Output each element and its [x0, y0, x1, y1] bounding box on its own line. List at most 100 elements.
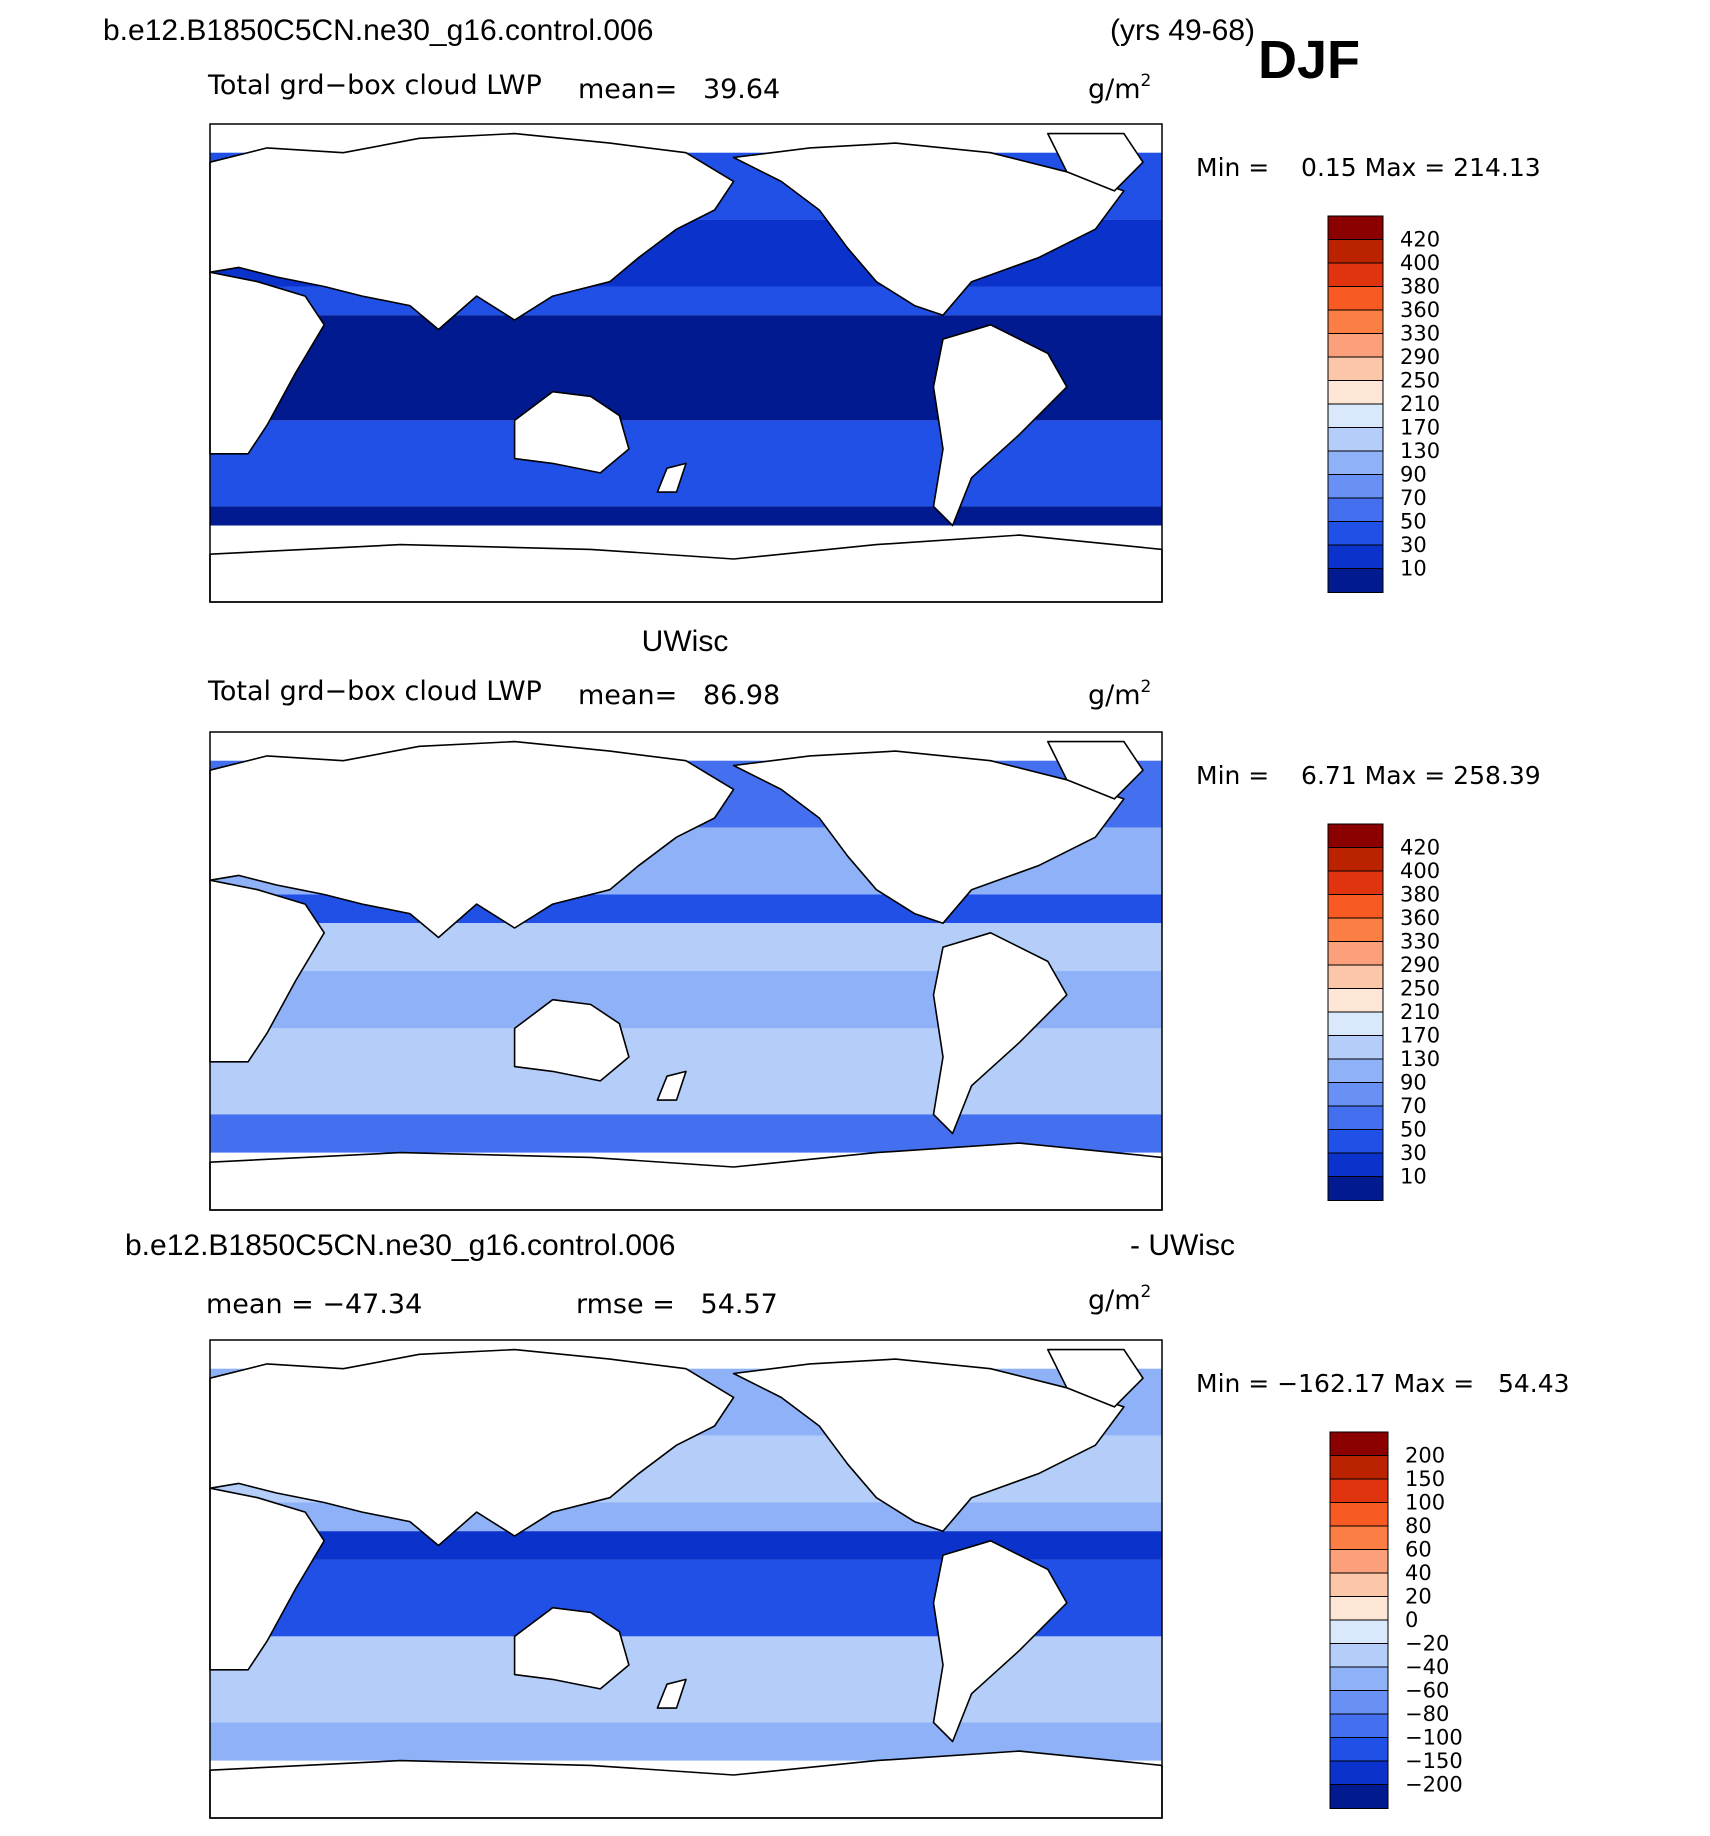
panel2-minmax: Min = 6.71 Max = 258.39 [1196, 761, 1541, 790]
colorbar-tick-label: 250 [1400, 369, 1440, 393]
colorbar-swatch [1327, 544, 1384, 570]
panel2-units: g/m2 [1088, 677, 1151, 711]
colorbar-tick-label: 330 [1400, 930, 1440, 954]
colorbar-tick-label: −80 [1405, 1702, 1449, 1726]
map-frame [209, 123, 1163, 603]
panel3-mean: mean = −47.34 [206, 1289, 422, 1320]
colorbar-swatch [1327, 215, 1384, 241]
colorbar-swatch [1327, 847, 1384, 872]
colorbar-swatch [1327, 427, 1384, 452]
case-name-header: b.e12.B1850C5CN.ne30_g16.control.006 [103, 14, 653, 47]
map-frame [209, 731, 1163, 1211]
season-label: DJF [1258, 30, 1360, 90]
colorbar-tick-label: 80 [1405, 1514, 1432, 1538]
colorbar-tick-label: 10 [1400, 1165, 1427, 1189]
continent-outline [209, 740, 735, 939]
panel3-units: g/m2 [1088, 1282, 1151, 1316]
colorbar-swatch [1327, 1058, 1384, 1084]
colorbar-swatch [1329, 1549, 1389, 1574]
colorbar-tick-label: 130 [1400, 439, 1440, 463]
colorbar-tick-label: 210 [1400, 1000, 1440, 1024]
continent-outline [656, 1070, 687, 1101]
continent-outline [1047, 740, 1144, 800]
map-frame [209, 1339, 1163, 1819]
colorbar-tick-label: 380 [1400, 275, 1440, 299]
colorbar-swatch [1329, 1784, 1389, 1809]
panel2-mean: mean= 86.98 [578, 680, 780, 711]
continent-outline [932, 1540, 1068, 1743]
colorbar-swatch [1327, 964, 1384, 990]
colorbar-tick-label: 50 [1400, 1118, 1427, 1142]
colorbar-tick-label: 90 [1400, 1071, 1427, 1095]
colorbar-swatch [1329, 1478, 1389, 1504]
colorbar-tick-label: 170 [1400, 1024, 1440, 1048]
colorbar-tick-label: −200 [1405, 1773, 1463, 1797]
colorbar-swatch [1327, 870, 1384, 896]
colorbar-tick-label: 0 [1405, 1608, 1418, 1632]
panel1-subtitle: Total grd−box cloud LWP [207, 70, 542, 101]
colorbar-swatch [1329, 1760, 1389, 1786]
colorbar-tick-label: 210 [1400, 392, 1440, 416]
panel3-minmax: Min = −162.17 Max = 54.43 [1196, 1369, 1570, 1398]
colorbar-swatch [1327, 1105, 1384, 1131]
colorbar-tick-label: 360 [1400, 298, 1440, 322]
colorbar-tick-label: −150 [1405, 1749, 1463, 1773]
colorbar-tick-label: −40 [1405, 1655, 1449, 1679]
colorbar-swatch [1327, 568, 1384, 593]
colorbar-swatch [1329, 1666, 1389, 1692]
colorbar-swatch [1327, 356, 1384, 382]
colorbar-swatch [1327, 380, 1384, 405]
colorbar-swatch [1329, 1643, 1389, 1668]
panel3-rmse: rmse = 54.57 [576, 1289, 778, 1320]
continent-outline [656, 462, 687, 493]
colorbar-tick-label: 30 [1400, 1141, 1427, 1165]
colorbar-tick-label: 60 [1405, 1538, 1432, 1562]
continent-outline [732, 750, 1125, 925]
colorbar-swatch [1329, 1525, 1389, 1551]
colorbar-swatch [1327, 988, 1384, 1013]
ocean-band [210, 506, 1162, 526]
colorbar-tick-label: 360 [1400, 906, 1440, 930]
panel3-title-right: - UWisc [1130, 1229, 1235, 1262]
colorbar-swatch [1327, 521, 1384, 546]
panel3-colorbar: 200150100806040200−20−40−60−80−100−150−2… [1329, 1431, 1463, 1809]
colorbar-tick-label: 380 [1400, 883, 1440, 907]
colorbar-tick-label: −100 [1405, 1726, 1463, 1750]
panel1-minmax: Min = 0.15 Max = 214.13 [1196, 153, 1541, 182]
colorbar-swatch [1327, 333, 1384, 358]
colorbar-tick-label: 30 [1400, 533, 1427, 557]
continent-outline [732, 142, 1125, 317]
colorbar-swatch [1327, 917, 1384, 943]
colorbar-tick-label: 150 [1405, 1467, 1445, 1491]
colorbar-tick-label: 400 [1400, 251, 1440, 275]
colorbar-tick-label: 420 [1400, 836, 1440, 860]
colorbar-tick-label: 330 [1400, 322, 1440, 346]
colorbar-swatch [1327, 239, 1384, 264]
continent-outline [1047, 1348, 1144, 1408]
colorbar-swatch [1329, 1690, 1389, 1715]
continent-outline [932, 931, 1068, 1135]
colorbar-swatch [1327, 1129, 1384, 1154]
panel2-title: UWisc [642, 625, 729, 658]
colorbar-tick-label: −20 [1405, 1632, 1449, 1656]
continent-outline [656, 1678, 687, 1709]
panel2-map [209, 731, 1163, 1211]
continent-outline [209, 1487, 326, 1671]
colorbar-tick-label: 70 [1400, 1094, 1427, 1118]
continent-outline [513, 390, 630, 474]
panel1-mean: mean= 39.64 [578, 74, 780, 105]
colorbar-swatch [1327, 823, 1384, 849]
colorbar-swatch [1329, 1619, 1389, 1645]
colorbar-swatch [1327, 262, 1384, 288]
continent-outline [513, 998, 630, 1082]
continent-outline [209, 879, 326, 1063]
colorbar-tick-label: 90 [1400, 463, 1427, 487]
colorbar-tick-label: 290 [1400, 345, 1440, 369]
colorbar-tick-label: 40 [1405, 1561, 1432, 1585]
colorbar-tick-label: 400 [1400, 859, 1440, 883]
colorbar-swatch [1329, 1713, 1389, 1739]
colorbar-swatch [1327, 309, 1384, 335]
colorbar-tick-label: 170 [1400, 416, 1440, 440]
